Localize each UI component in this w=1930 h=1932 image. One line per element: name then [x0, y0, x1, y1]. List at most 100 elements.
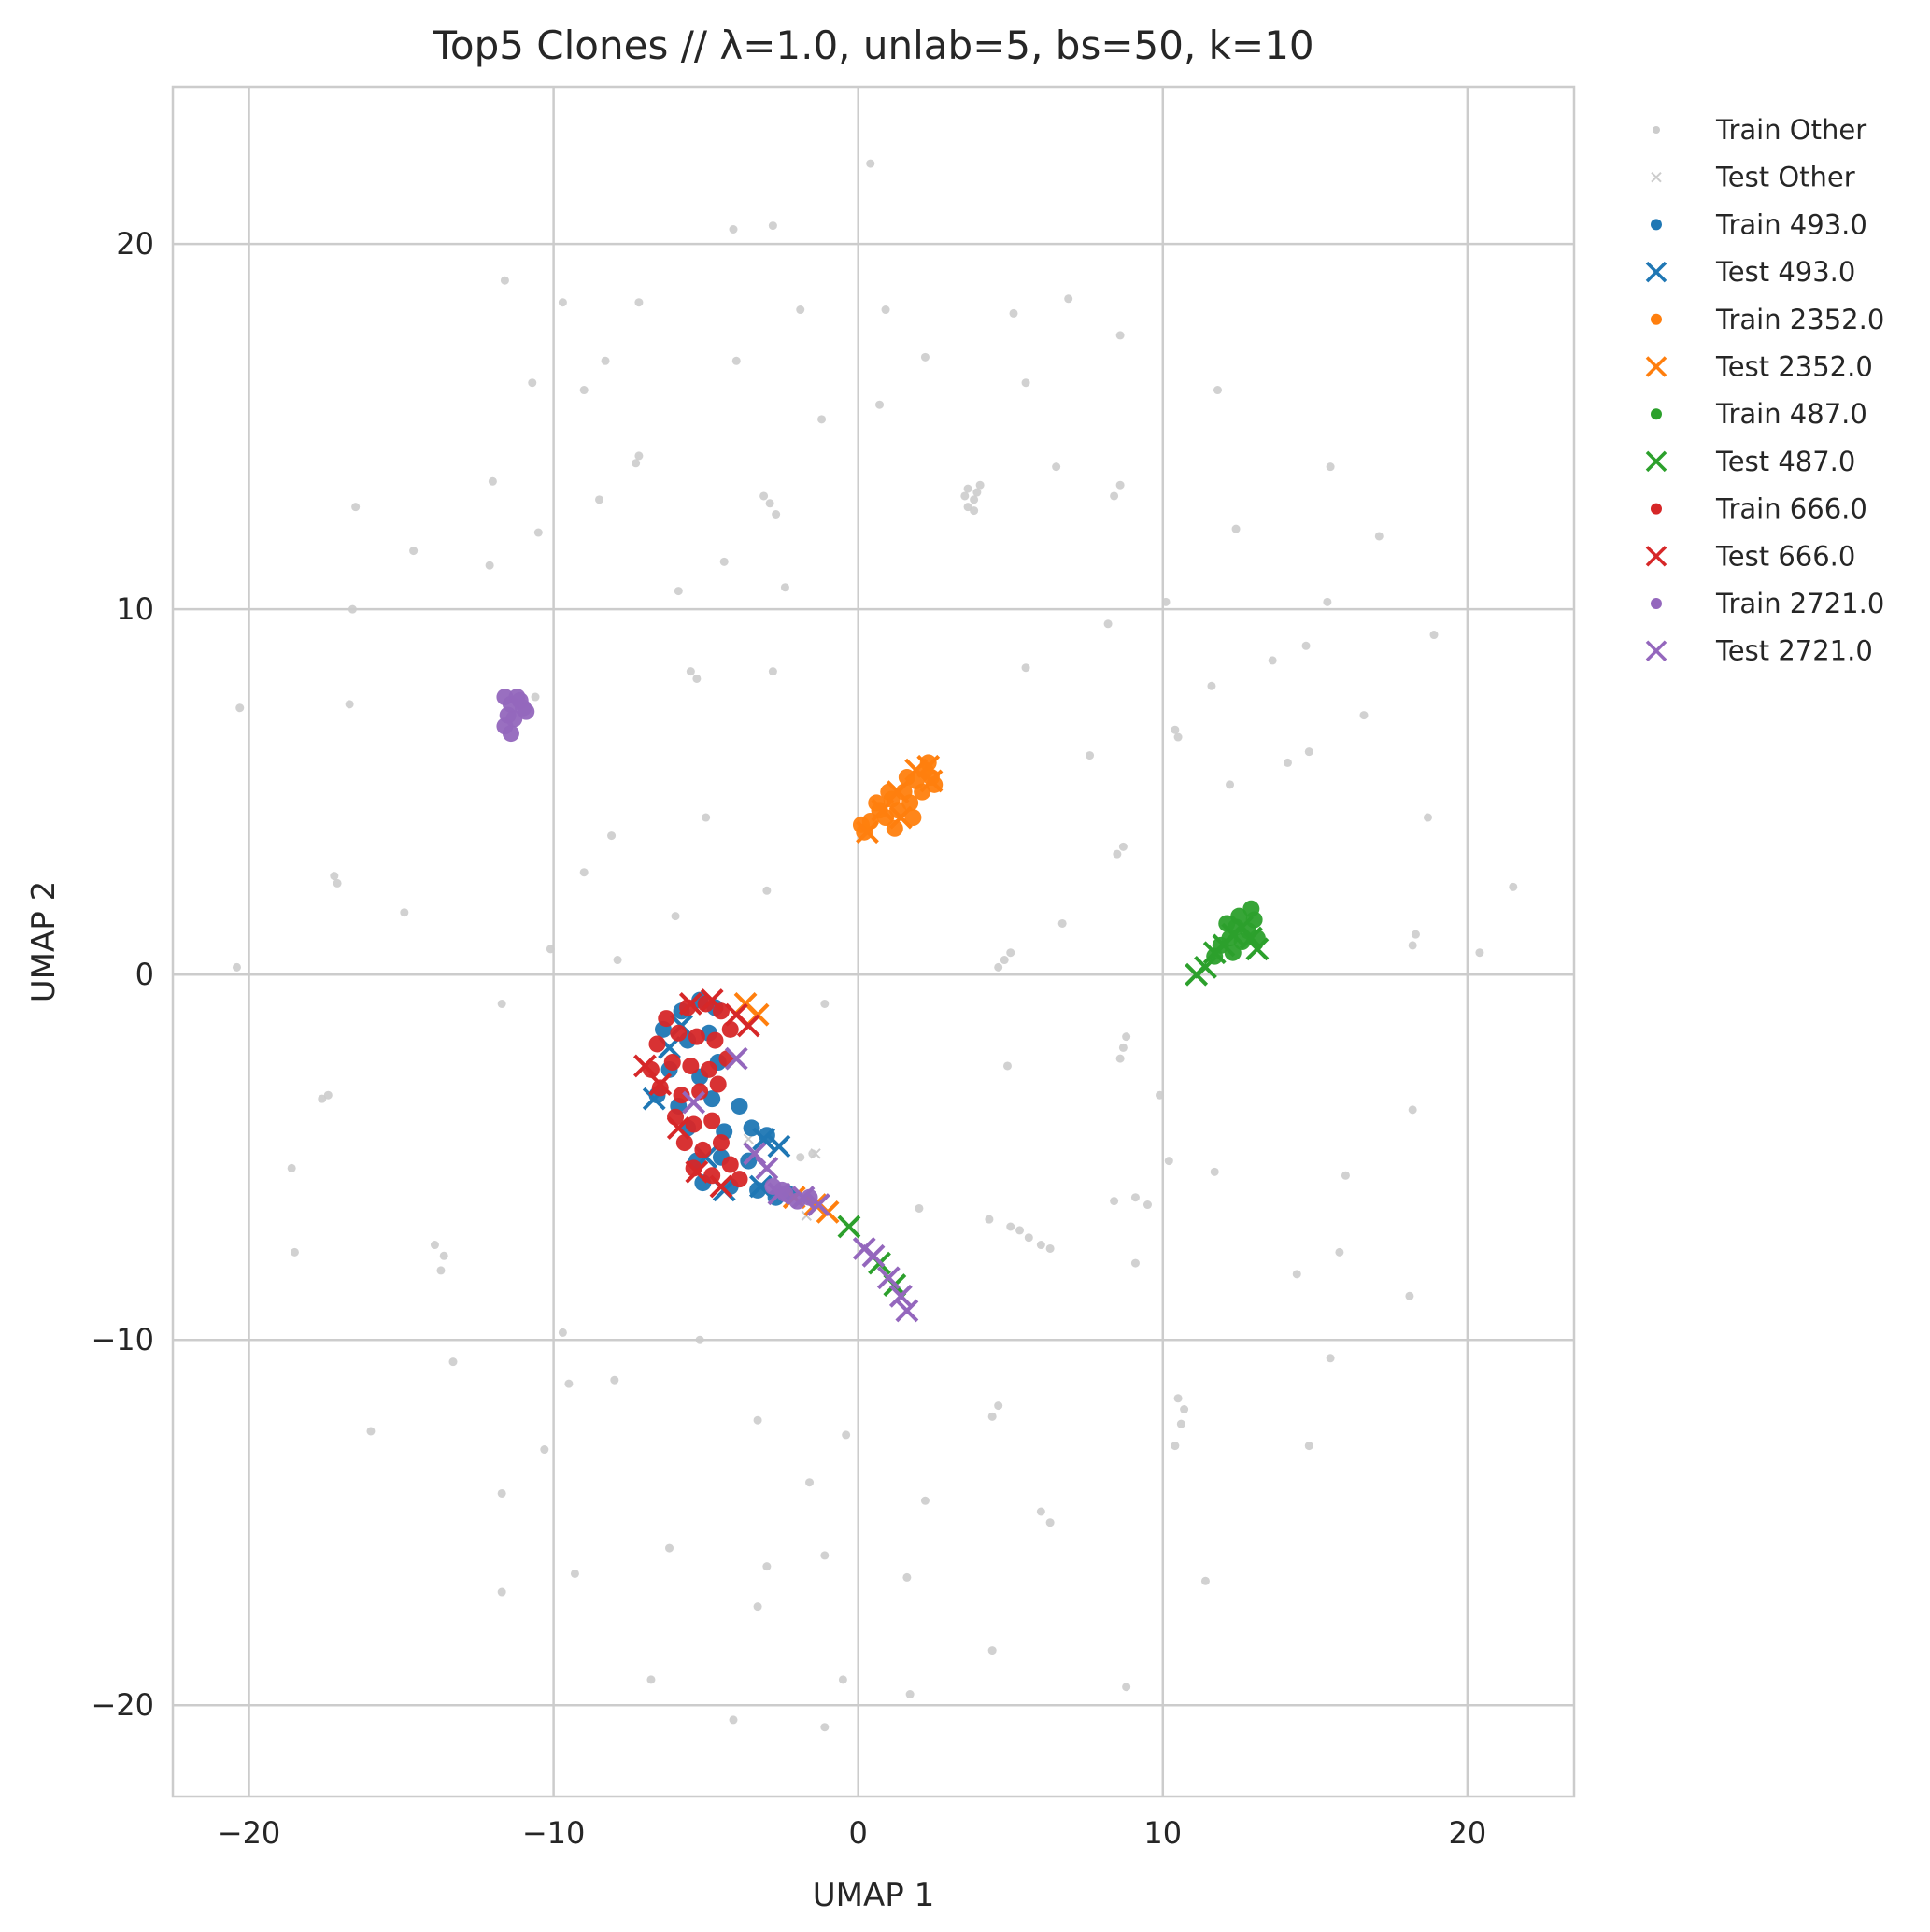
legend-x-marker [1645, 356, 1667, 377]
train-point [1171, 1442, 1180, 1451]
train-point [688, 1028, 705, 1045]
train-point [540, 1445, 549, 1455]
legend-label: Train 2352.0 [1715, 304, 1884, 335]
x-axis-label: UMAP 1 [813, 1877, 934, 1914]
test-point [700, 988, 724, 1012]
test-point [709, 1174, 733, 1199]
train-point [960, 491, 970, 501]
train-point [558, 1328, 567, 1337]
train-point [1036, 1507, 1045, 1516]
y-tick-labels: 20 10 0 −10 −20 [91, 226, 154, 1723]
train-point [1110, 491, 1119, 501]
train-point [820, 1723, 830, 1732]
train-point [721, 1020, 739, 1038]
train-point [902, 1572, 912, 1582]
train-point [1335, 1247, 1344, 1257]
data-points [232, 159, 1518, 1732]
train-point [709, 1075, 727, 1093]
train-point [671, 912, 680, 921]
test-point [871, 798, 895, 822]
train-point [753, 1415, 762, 1425]
train-point [675, 1134, 693, 1152]
test-point [685, 1159, 709, 1184]
train-point [1176, 1419, 1185, 1428]
x-tick-label: −20 [218, 1815, 281, 1851]
y-tick-label: −10 [91, 1322, 154, 1357]
train-point [972, 488, 982, 497]
train-point [796, 1153, 805, 1162]
train-point [1326, 1354, 1335, 1363]
train-point [558, 298, 567, 307]
train-point [753, 1602, 762, 1612]
train-point [729, 1715, 738, 1725]
train-point [1161, 597, 1171, 606]
train-point [768, 221, 777, 231]
train-point [881, 305, 890, 315]
train-point [485, 561, 494, 570]
train-point [448, 1357, 458, 1367]
test-point [1239, 926, 1263, 950]
train-point [820, 999, 830, 1008]
train-point [1086, 751, 1095, 760]
train-point [1009, 308, 1018, 318]
train-point [665, 1543, 674, 1553]
y-tick-label: −20 [91, 1687, 154, 1723]
test-point [888, 1284, 913, 1308]
train-point [1283, 758, 1292, 767]
train-point [579, 386, 589, 395]
legend-x-marker [1645, 640, 1667, 661]
legend-label: Train 493.0 [1715, 208, 1867, 240]
test-point [767, 1182, 791, 1206]
train-point [1130, 1258, 1140, 1268]
train-point [762, 886, 772, 895]
train-point [1411, 930, 1420, 939]
train-point [1115, 331, 1125, 340]
test-point [810, 1148, 821, 1159]
train-point [905, 1690, 915, 1699]
train-point [987, 1412, 997, 1421]
train-point [1374, 532, 1384, 541]
legend: Train Other Test Other Train 493.0 Test 493… [1645, 114, 1884, 667]
test-point [633, 1054, 657, 1078]
train-point [1226, 780, 1235, 789]
train-point [646, 1675, 656, 1684]
train-point [287, 1163, 296, 1172]
train-point [330, 872, 339, 881]
train-point [1405, 1291, 1414, 1300]
test-point [767, 1134, 791, 1158]
train-point [579, 868, 589, 877]
train-point [351, 503, 361, 512]
train-point [1218, 915, 1236, 932]
y-tick-label: 10 [116, 591, 154, 627]
test-point [752, 1127, 776, 1151]
test-point [876, 1266, 901, 1290]
train-point [348, 604, 357, 614]
train-point [1118, 1043, 1128, 1052]
train-point [686, 667, 695, 676]
train-point [1024, 1233, 1033, 1243]
train-point [759, 491, 769, 501]
legend-x-marker [1645, 546, 1667, 567]
train-point [531, 692, 540, 702]
x-tick-label: −10 [522, 1815, 586, 1851]
train-point [866, 159, 875, 168]
test-point [724, 1046, 748, 1071]
train-point [1064, 294, 1073, 304]
train-point [601, 356, 610, 365]
train-point [985, 1215, 994, 1224]
train-point [1057, 918, 1067, 928]
train-point [875, 400, 885, 409]
train-point [613, 956, 622, 965]
train-point [1142, 1200, 1152, 1210]
train-point [712, 1134, 730, 1152]
test-point [678, 992, 702, 1016]
train-point [439, 1251, 448, 1260]
test-point [895, 1299, 919, 1323]
train-point [1408, 941, 1417, 950]
train-point [1115, 1054, 1125, 1063]
train-point [703, 1090, 721, 1108]
test-point [682, 1090, 706, 1115]
x-tick-label: 0 [849, 1815, 868, 1851]
legend-dot-marker [1651, 408, 1662, 420]
